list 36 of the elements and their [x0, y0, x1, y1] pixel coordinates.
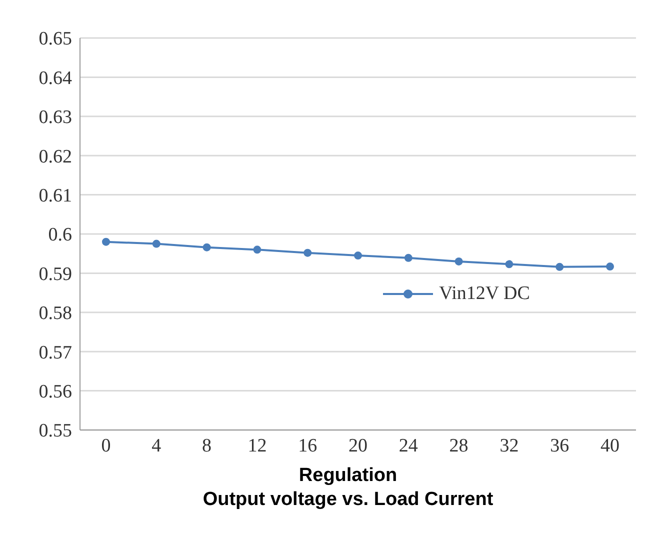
- point: [505, 260, 514, 268]
- point: [102, 238, 110, 246]
- y-tick-label: 0.55: [38, 420, 72, 442]
- x-tick-label: 36: [550, 435, 570, 456]
- point: [454, 257, 463, 266]
- x-axis-title: Regulation: [298, 464, 398, 488]
- x-tick-label: 28: [449, 435, 468, 456]
- y-tick-label: 0.56: [38, 382, 72, 403]
- x-tick-label: 8: [202, 435, 212, 456]
- point: [253, 246, 262, 254]
- text: Output voltage vs. Load Current: [202, 488, 494, 512]
- point: [202, 243, 211, 252]
- y-tick-label: 0.58: [38, 303, 72, 324]
- point: [304, 248, 312, 257]
- x-tick-label: 4: [152, 435, 162, 456]
- x-tick-label: 20: [348, 435, 368, 456]
- x-tick-label: 12: [248, 435, 267, 456]
- y-tick-label: 0.57: [38, 342, 72, 364]
- x-tick-label: 24: [398, 435, 418, 456]
- point: [404, 254, 412, 262]
- legend-label: Vin12V DC: [439, 283, 530, 305]
- y-tick-label: 0.65: [38, 28, 72, 50]
- x-tick-label: 16: [298, 435, 318, 456]
- y-tick-label: 0.59: [38, 264, 72, 285]
- x-tick-label: 32: [500, 435, 519, 456]
- point: [354, 252, 362, 260]
- y-tick-label: 0.64: [38, 68, 72, 89]
- x-tick-label: 40: [600, 435, 620, 456]
- y-tick-label: 0.62: [38, 146, 72, 168]
- y-tick-label: 0.61: [38, 186, 72, 207]
- x-tick-label: 0: [101, 435, 111, 456]
- point: [152, 240, 160, 248]
- point: [606, 262, 614, 271]
- y-tick-label: 0.63: [38, 107, 72, 128]
- y-tick-label: 0.6: [48, 224, 72, 246]
- point: [556, 262, 564, 271]
